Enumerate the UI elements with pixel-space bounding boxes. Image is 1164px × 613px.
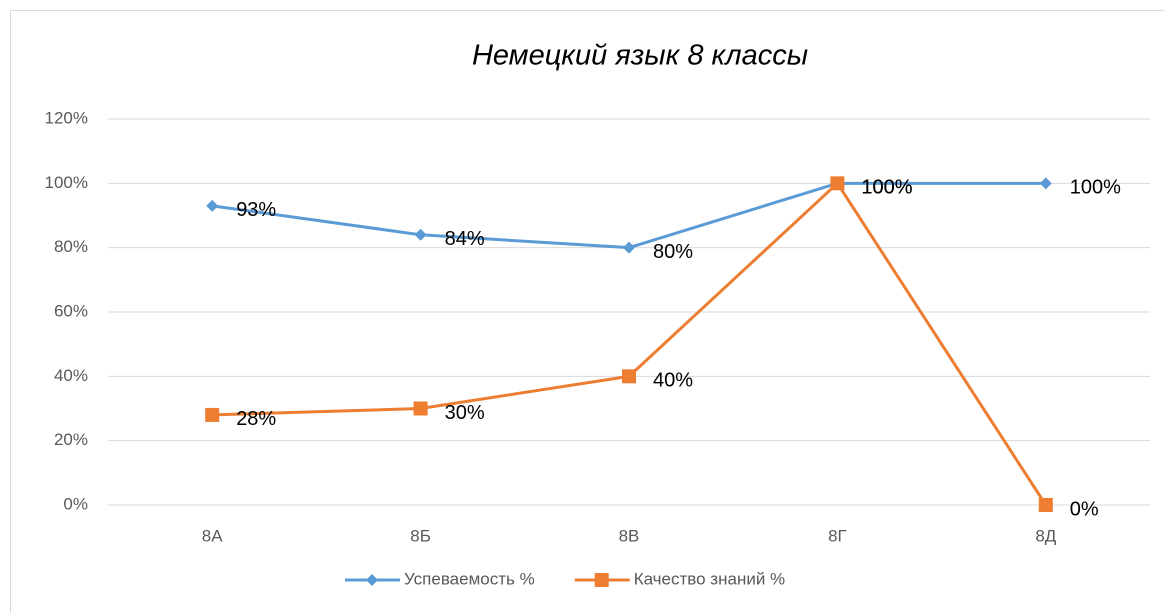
data-label: 100% <box>861 177 912 199</box>
data-point <box>206 199 219 212</box>
legend-label: Успеваемость % <box>404 569 535 588</box>
data-label: 28% <box>236 408 276 430</box>
legend-marker <box>366 574 378 586</box>
y-tick-label: 40% <box>54 366 88 385</box>
legend-label: Качество знаний % <box>634 569 785 588</box>
y-tick-label: 80% <box>54 237 88 256</box>
data-label: 0% <box>1070 498 1099 520</box>
data-label: 84% <box>445 228 485 250</box>
x-tick-label: 8Г <box>828 526 847 545</box>
data-label: 100% <box>861 177 912 199</box>
y-tick-label: 20% <box>54 430 88 449</box>
data-point <box>1038 498 1053 512</box>
data-point <box>413 401 428 416</box>
x-tick-label: 8Б <box>410 526 431 545</box>
data-label: 80% <box>653 241 693 263</box>
y-tick-label: 120% <box>45 108 88 127</box>
data-label: 30% <box>445 402 485 424</box>
legend-marker <box>594 573 609 587</box>
y-tick-label: 60% <box>54 301 88 320</box>
x-tick-label: 8А <box>202 526 223 545</box>
data-label: 93% <box>236 199 276 221</box>
data-label: 100% <box>1070 177 1121 199</box>
y-tick-label: 0% <box>63 494 88 513</box>
data-point <box>622 369 636 384</box>
data-point <box>830 176 845 191</box>
data-point <box>623 241 635 254</box>
x-tick-label: 8В <box>619 526 640 545</box>
data-label: 40% <box>653 370 693 392</box>
y-tick-label: 100% <box>45 173 88 192</box>
chart-title: Немецкий язык 8 классы <box>472 40 808 72</box>
data-point <box>205 407 220 422</box>
data-point <box>1039 177 1052 190</box>
x-tick-label: 8Д <box>1035 526 1056 545</box>
data-point <box>414 228 427 241</box>
